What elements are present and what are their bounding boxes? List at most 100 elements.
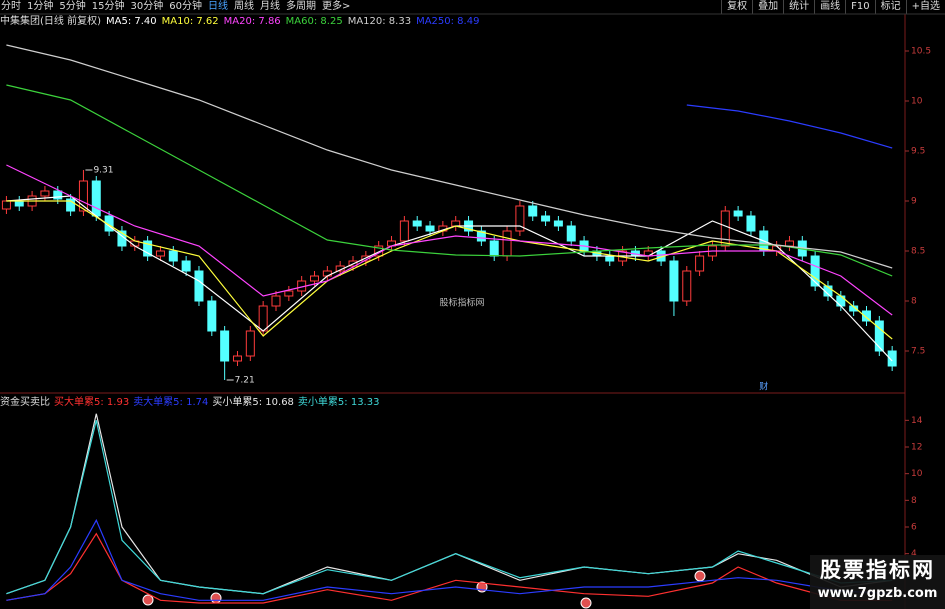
candle-body xyxy=(14,200,24,207)
candle-body xyxy=(528,205,538,217)
candle-body xyxy=(181,260,191,272)
signal-ball xyxy=(210,592,222,604)
period-tab[interactable]: 更多> xyxy=(321,1,351,12)
y-tick-label: 10 xyxy=(911,469,923,479)
legend-entry: MA250: 8.49 xyxy=(416,16,480,27)
period-tab[interactable]: 15分钟 xyxy=(91,1,125,12)
candle-body xyxy=(489,240,499,257)
candle-body xyxy=(861,310,871,322)
y-tick-label: 8 xyxy=(911,297,917,307)
candle-body xyxy=(245,330,255,357)
candle-body xyxy=(1,200,11,210)
annotation: 9.31 xyxy=(93,166,113,176)
candle-body xyxy=(143,240,153,257)
legend-entry: MA10: 7.62 xyxy=(161,16,219,27)
candle-body xyxy=(541,215,551,222)
period-tab[interactable]: 月线 xyxy=(259,1,280,12)
legend-entry: MA5: 7.40 xyxy=(105,16,157,27)
series-line xyxy=(6,195,893,362)
series-line xyxy=(6,532,893,604)
candle-body xyxy=(476,230,486,242)
candle-body xyxy=(720,210,730,247)
period-tab[interactable]: 周线 xyxy=(233,1,254,12)
candle-body xyxy=(566,225,576,242)
y-tick-label: 9.5 xyxy=(911,147,925,157)
period-tabs: 分时 1分钟 5分钟 15分钟 30分钟 60分钟 日线 周线 月线 多周期 更多> xyxy=(0,0,350,14)
candle-body xyxy=(40,190,50,197)
logo: 股票指标网 www.7gpzb.com xyxy=(810,555,945,609)
tool-button[interactable]: +自选 xyxy=(905,0,945,14)
candle-body xyxy=(502,230,512,257)
legend-entry: 卖小单累5: 13.33 xyxy=(297,397,380,408)
series-line xyxy=(6,413,893,595)
candle-body xyxy=(66,198,76,212)
candle-body xyxy=(733,210,743,217)
series-line xyxy=(6,84,893,277)
series-line xyxy=(6,164,893,316)
series-line xyxy=(6,200,893,340)
period-tab[interactable]: 多周期 xyxy=(285,1,316,12)
candle-body xyxy=(810,255,820,287)
candle-body xyxy=(194,270,204,302)
candle-body xyxy=(258,305,268,332)
candle-body xyxy=(271,295,281,307)
candle-body xyxy=(695,255,705,272)
candle-body xyxy=(78,180,88,212)
candle-body xyxy=(53,190,63,200)
tool-button[interactable]: 标记 xyxy=(874,0,906,14)
candle-body xyxy=(836,295,846,307)
candle-body xyxy=(515,205,525,232)
candle-body xyxy=(284,290,294,297)
watermark: 股标指标网 xyxy=(439,297,484,309)
candle-body xyxy=(874,320,884,352)
period-tab[interactable]: 60分钟 xyxy=(169,1,202,12)
legend-entry: 卖大单累5: 1.74 xyxy=(133,397,209,408)
candle-body xyxy=(155,250,165,257)
period-tab[interactable]: 30分钟 xyxy=(130,1,164,12)
candle-body xyxy=(425,225,435,232)
y-tick-label: 8 xyxy=(911,496,917,506)
tool-button[interactable]: 复权 xyxy=(721,0,752,14)
tool-buttons: 复权 叠加 统计 画线 F10 标记 +自选 xyxy=(721,0,945,14)
signal-ball xyxy=(580,597,592,609)
y-tick-label: 12 xyxy=(911,443,922,453)
period-tab[interactable]: 日线 xyxy=(207,1,228,12)
candle-body xyxy=(207,300,217,332)
period-tab[interactable]: 5分钟 xyxy=(59,1,86,12)
legend-entry: MA20: 7.86 xyxy=(223,16,281,27)
panel-title: 资金买卖比 xyxy=(0,397,50,408)
candle-body xyxy=(669,260,679,302)
series-line xyxy=(6,420,893,595)
series-line xyxy=(6,44,893,269)
candle-body xyxy=(91,180,101,217)
candle-body xyxy=(168,250,178,262)
period-tab[interactable]: 1分钟 xyxy=(27,1,54,12)
tool-button[interactable]: 叠加 xyxy=(752,0,783,14)
y-tick-label: 4 xyxy=(911,549,917,559)
tool-button[interactable]: 画线 xyxy=(814,0,845,14)
candle-body xyxy=(682,270,692,302)
series-line xyxy=(686,104,893,149)
candle-body xyxy=(399,220,409,242)
price-legend: 中集集团(日线 前复权) MA5: 7.40 MA10: 7.62 MA20: 7.8… xyxy=(0,15,479,29)
candle-body xyxy=(451,220,461,227)
candle-body xyxy=(310,275,320,282)
candle-body xyxy=(784,240,794,247)
tool-button[interactable]: F10 xyxy=(845,0,874,14)
candle-body xyxy=(605,255,615,262)
period-tab[interactable]: 分时 xyxy=(1,1,21,12)
panel-title: 中集集团(日线 前复权) xyxy=(0,16,101,27)
y-tick-label: 9 xyxy=(911,197,917,207)
y-tick-label: 7.5 xyxy=(911,347,925,357)
y-tick-label: 6 xyxy=(911,523,917,533)
y-tick-label: 8.5 xyxy=(911,247,925,257)
tool-button[interactable]: 统计 xyxy=(783,0,814,14)
y-tick-label: 14 xyxy=(911,416,923,426)
indicator-legend: 资金买卖比 买大单累5: 1.93 卖大单累5: 1.74 买小单累5: 10.68 卖… xyxy=(0,396,379,409)
logo-url: www.7gpzb.com xyxy=(817,586,938,601)
candle-body xyxy=(220,330,230,362)
candle-body xyxy=(887,350,897,367)
y-tick-label: 10 xyxy=(911,97,923,107)
candle-body xyxy=(232,355,242,362)
